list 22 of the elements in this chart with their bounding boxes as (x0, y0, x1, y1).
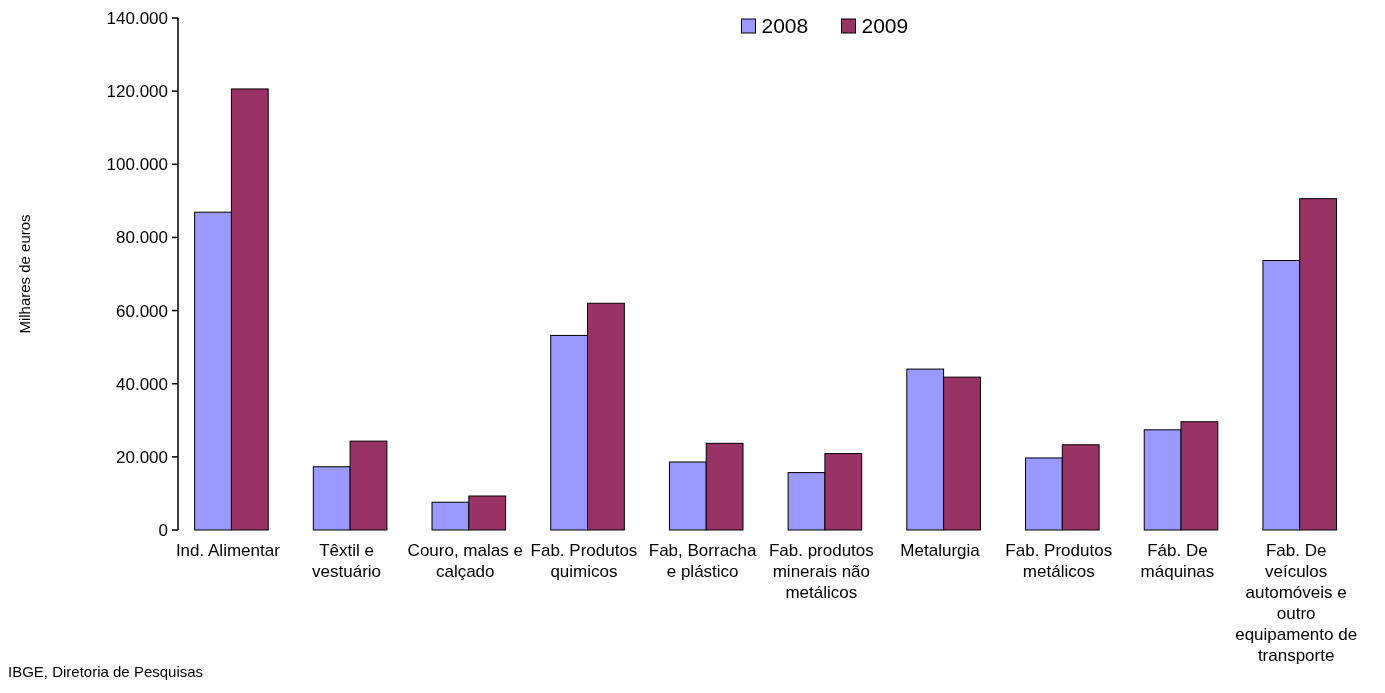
y-tick-label: 80.000 (116, 228, 168, 248)
x-tick-label: Fab. Produtos quimicos (530, 541, 638, 581)
y-tick-label: 140.000 (106, 8, 168, 28)
x-tick-label: Têxtil e vestuário (312, 541, 382, 581)
x-tick-label: Metalurgia (900, 541, 981, 560)
legend-label: 2009 (861, 14, 909, 38)
text: IBGE, Diretoria de Pesquisas (8, 663, 204, 680)
y-tick-label: 0 (158, 520, 168, 540)
x-tick-label: Fab, Borracha e plástico (648, 541, 758, 581)
y-tick-label: 120.000 (106, 82, 168, 102)
y-tick-label: 100.000 (106, 155, 168, 175)
y-tick-label: 20.000 (116, 447, 168, 467)
legend-label: 2008 (761, 14, 809, 38)
x-tick-label: Fab. De veículos automóveis e outro equipamento de transporte (1235, 541, 1358, 665)
y-axis-title: Milhares de euros (16, 214, 33, 334)
x-tick-label: Couro, malas e calçado (407, 541, 523, 581)
y-tick-label: 40.000 (116, 374, 168, 394)
x-tick-label: Ind. Alimentar (175, 541, 281, 560)
x-tick-label: Fab. Produtos metálicos (1005, 541, 1113, 581)
y-tick-label: 60.000 (116, 301, 168, 321)
x-tick-label: Fáb. De máquinas (1140, 541, 1215, 581)
x-tick-label: Fab. produtos minerais não metálicos (768, 541, 874, 602)
